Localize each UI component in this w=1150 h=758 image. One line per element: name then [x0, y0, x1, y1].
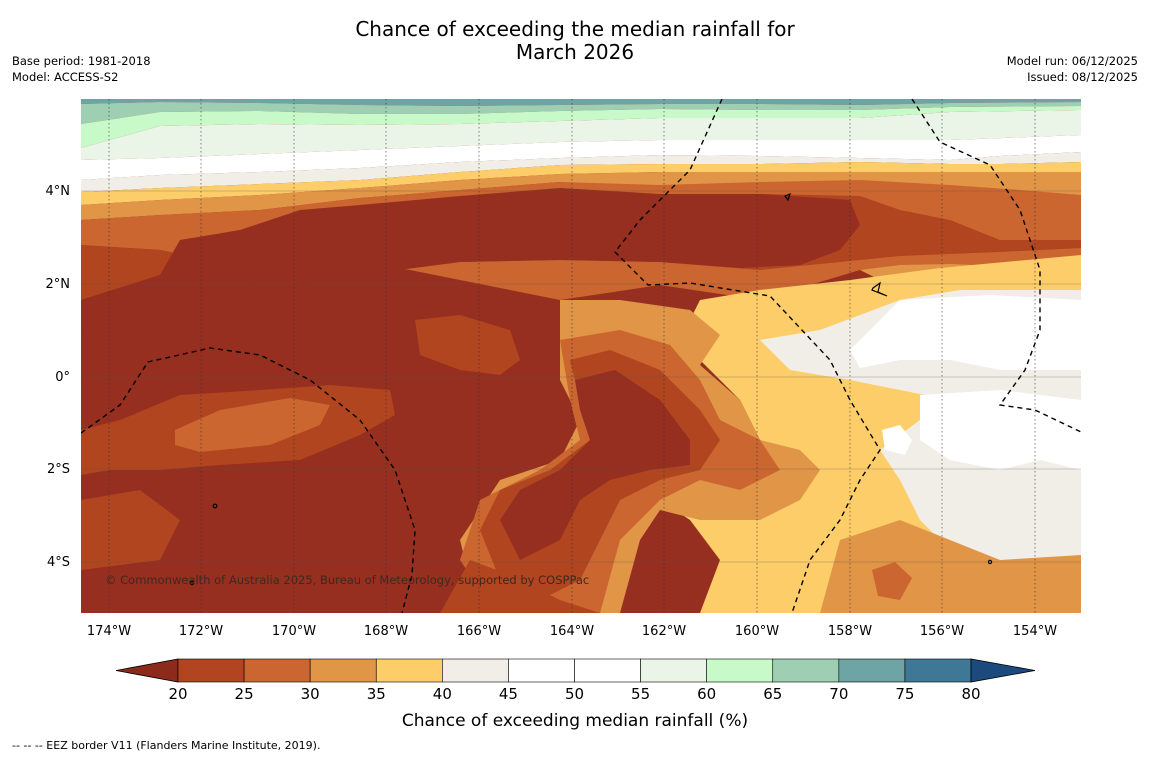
island-kiritimati — [871, 281, 888, 297]
colorbar-tick-20: 20 — [168, 685, 187, 703]
copyright-notice: © Commonwealth of Australia 2025, Bureau… — [105, 573, 589, 587]
colorbar-bin-75-80 — [904, 658, 972, 683]
colorbar-tick-55: 55 — [631, 685, 650, 703]
y-tick-2n: 2°N — [46, 277, 71, 292]
colorbar-tick-80: 80 — [961, 685, 980, 703]
colorbar-tick-75: 75 — [895, 685, 914, 703]
region-45-55-blob — [882, 425, 912, 455]
island-small-2 — [987, 559, 993, 565]
colorbar-tick-45: 45 — [499, 685, 518, 703]
x-tick-160w: 160°W — [735, 624, 779, 639]
colorbar-bin-50-55 — [574, 658, 641, 683]
x-tick-154w: 154°W — [1013, 624, 1057, 639]
x-tick-172w: 172°W — [179, 624, 223, 639]
x-tick-158w: 158°W — [828, 624, 872, 639]
y-tick-2s: 2°S — [47, 462, 70, 477]
region-45-55-east — [850, 295, 1081, 370]
eez-footnote: -- -- -- EEZ border V11 (Flanders Marine… — [12, 739, 321, 752]
region-20-25-west-center — [415, 315, 520, 375]
x-tick-170w: 170°W — [272, 624, 316, 639]
band-65-70 — [81, 102, 1081, 124]
region-20-25-south-west — [81, 490, 180, 570]
band-55-60 — [81, 110, 1081, 160]
rainfall-map — [81, 99, 1081, 613]
y-tick-4n: 4°N — [46, 184, 71, 199]
region-45-55-east-2 — [920, 390, 1081, 470]
band-45-55 — [81, 135, 1081, 180]
x-tick-156w: 156°W — [920, 624, 964, 639]
colorbar-bin-30-35 — [309, 658, 377, 683]
x-tick-168w: 168°W — [364, 624, 408, 639]
y-tick-0: 0° — [55, 370, 70, 385]
colorbar-bin-60-65 — [706, 658, 774, 683]
colorbar-bin-25-30 — [243, 658, 311, 683]
region-25-30-blob-se — [872, 562, 912, 600]
colorbar-tick-30: 30 — [301, 685, 320, 703]
colorbar-bin-45-50 — [508, 658, 575, 683]
region-25-30-west-inner — [175, 398, 330, 452]
colorbar-bin-40-45 — [442, 658, 509, 683]
band-60-65 — [81, 106, 1081, 148]
core-below-20-central — [500, 370, 690, 560]
colorbar-tick-50: 50 — [565, 685, 584, 703]
colorbar-bin-65-70 — [772, 658, 840, 683]
model-run: Model run: 06/12/2025 — [1006, 54, 1138, 68]
colorbar-tick-40: 40 — [433, 685, 452, 703]
band-35-40 — [81, 162, 1081, 205]
x-tick-166w: 166°W — [457, 624, 501, 639]
title-line-2: March 2026 — [515, 40, 635, 64]
region-40-45-east — [760, 290, 1081, 613]
band-70-75 — [81, 99, 1081, 106]
y-tick-labels: 4°N 2°N 0° 2°S 4°S — [46, 184, 71, 570]
colorbar-tick-35: 35 — [367, 685, 386, 703]
region-20-25-south — [440, 560, 600, 613]
colorbar-title: Chance of exceeding median rainfall (%) — [402, 711, 748, 731]
colorbar-bin-70-75 — [838, 658, 906, 683]
model-name: Model: ACCESS-S2 — [12, 70, 119, 84]
grid-lines-horizontal — [81, 190, 1081, 563]
x-tick-labels: 174°W 172°W 170°W 168°W 166°W 164°W 162°… — [87, 624, 1057, 639]
colorbar-extend-low — [115, 658, 179, 683]
colorbar-extend-high — [970, 658, 1036, 683]
meta-right: Model run: 06/12/2025 Issued: 08/12/2025 — [1007, 53, 1138, 85]
meta-left: Base period: 1981-2018 Model: ACCESS-S2 — [12, 53, 151, 85]
colorbar-bin-35-40 — [375, 658, 443, 683]
island-small-1 — [189, 580, 195, 586]
x-tick-164w: 164°W — [550, 624, 594, 639]
colorbar: 20 25 30 35 40 45 50 55 60 65 70 75 80 — [115, 658, 1036, 703]
colorbar-tick-70: 70 — [829, 685, 848, 703]
grid-lines — [108, 99, 1036, 613]
band-40-45 — [81, 152, 1081, 192]
base-period: Base period: 1981-2018 — [12, 54, 151, 68]
island-tabuaeran — [784, 192, 791, 202]
x-tick-162w: 162°W — [642, 624, 686, 639]
x-tick-174w: 174°W — [87, 624, 131, 639]
colorbar-tick-65: 65 — [763, 685, 782, 703]
core-below-20-north — [81, 188, 860, 330]
issued-date: Issued: 08/12/2025 — [1027, 70, 1138, 84]
colorbar-bin-20-25 — [177, 658, 245, 683]
islands — [189, 192, 993, 586]
island-kanton — [212, 503, 218, 509]
title-line-1: Chance of exceeding the median rainfall … — [355, 17, 795, 41]
chart-title: Chance of exceeding the median rainfall … — [0, 18, 1150, 64]
y-tick-4s: 4°S — [47, 555, 70, 570]
colorbar-tick-25: 25 — [235, 685, 254, 703]
colorbar-bin-55-60 — [640, 658, 707, 683]
colorbar-tick-60: 60 — [697, 685, 716, 703]
eez-borders — [81, 99, 1081, 613]
